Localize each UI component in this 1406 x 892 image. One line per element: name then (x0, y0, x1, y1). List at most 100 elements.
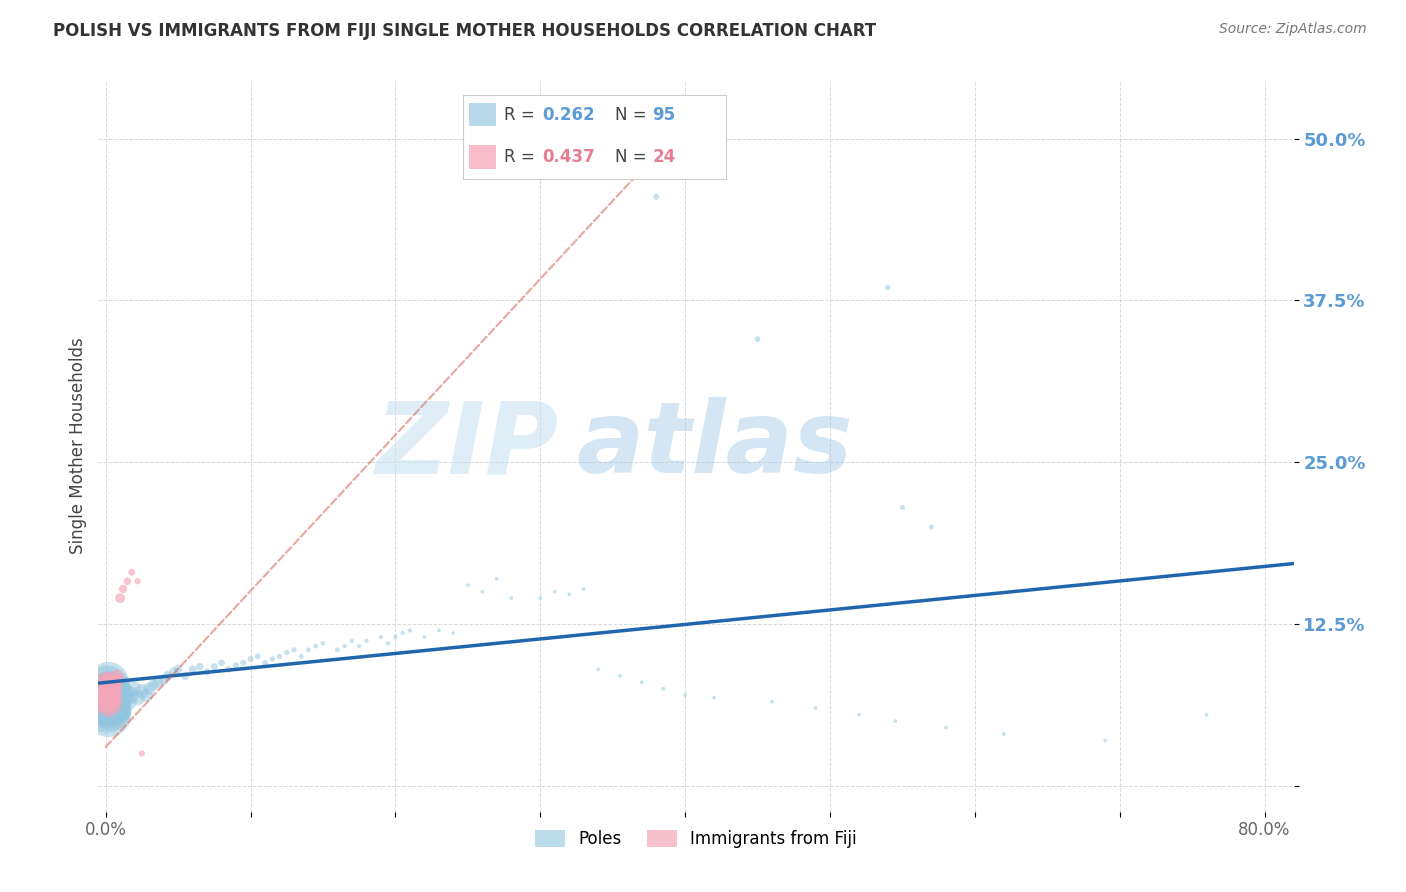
Y-axis label: Single Mother Households: Single Mother Households (69, 338, 87, 554)
Point (529, 591, 551, 606)
Point (652, 681, 675, 696)
Point (340, 633, 363, 648)
Point (117, 574, 139, 589)
Point (188, 659, 211, 673)
Point (761, 695, 783, 709)
Point (98, 675, 121, 690)
Point (98, 704, 121, 718)
Point (122, 681, 145, 696)
Point (120, 688, 142, 702)
Point (105, 669, 128, 683)
Point (384, 630, 406, 644)
Point (97, 698, 120, 713)
Point (239, 652, 262, 666)
Point (347, 639, 370, 653)
Text: ZIP: ZIP (375, 398, 558, 494)
Point (127, 574, 149, 589)
Point (920, 520, 942, 534)
Point (218, 662, 240, 676)
Point (96, 695, 118, 709)
Point (97, 675, 120, 690)
Point (98, 684, 121, 698)
Point (195, 665, 218, 679)
Point (630, 675, 652, 690)
Point (356, 633, 378, 648)
Point (112, 582, 135, 596)
Point (572, 582, 595, 596)
Point (107, 673, 129, 687)
Point (703, 690, 725, 705)
Point (97, 679, 120, 693)
Point (121, 566, 143, 580)
Point (152, 673, 174, 687)
Point (377, 636, 399, 650)
Point (326, 643, 349, 657)
Point (98, 681, 121, 696)
Point (104, 701, 127, 715)
Point (848, 707, 870, 722)
Point (167, 662, 190, 676)
Point (609, 669, 631, 683)
Point (100, 684, 122, 698)
Point (276, 645, 298, 659)
Point (105, 687, 128, 701)
Point (232, 656, 254, 670)
Point (333, 639, 356, 653)
Point (114, 685, 136, 699)
Text: atlas: atlas (576, 398, 853, 494)
Point (586, 662, 609, 676)
Point (127, 690, 149, 705)
Point (163, 665, 186, 679)
Point (96, 701, 118, 715)
Point (96, 678, 118, 692)
Point (101, 688, 124, 702)
Point (283, 643, 305, 657)
Point (103, 695, 125, 709)
Point (544, 584, 567, 599)
Point (101, 698, 124, 713)
Point (98, 690, 121, 704)
Point (131, 684, 153, 698)
Point (1195, 707, 1218, 722)
Point (501, 591, 523, 606)
Point (413, 630, 436, 644)
Point (747, 332, 769, 346)
Point (97, 707, 120, 722)
Point (1094, 733, 1116, 747)
Point (305, 639, 328, 653)
Point (98, 695, 121, 709)
Point (935, 721, 957, 735)
Point (297, 643, 319, 657)
Point (262, 652, 284, 666)
Point (97, 698, 120, 712)
Point (253, 656, 276, 670)
Point (97, 688, 120, 702)
Point (98, 698, 121, 712)
Point (174, 669, 197, 683)
Point (142, 678, 165, 692)
Point (135, 688, 157, 702)
Point (108, 681, 131, 696)
Point (108, 704, 131, 718)
Point (269, 649, 291, 664)
Point (96, 690, 118, 705)
Point (107, 693, 129, 707)
Point (225, 658, 247, 673)
Point (105, 698, 128, 712)
Point (104, 678, 127, 692)
Point (100, 690, 122, 705)
Point (673, 688, 696, 702)
Point (290, 649, 312, 664)
Point (112, 690, 135, 705)
Point (399, 624, 422, 638)
Point (138, 681, 160, 696)
Point (877, 280, 900, 294)
Point (100, 692, 122, 706)
Point (103, 673, 125, 687)
Point (471, 584, 494, 599)
Point (391, 626, 413, 640)
Point (131, 747, 153, 761)
Point (370, 630, 392, 644)
Point (202, 659, 225, 673)
Point (312, 636, 335, 650)
